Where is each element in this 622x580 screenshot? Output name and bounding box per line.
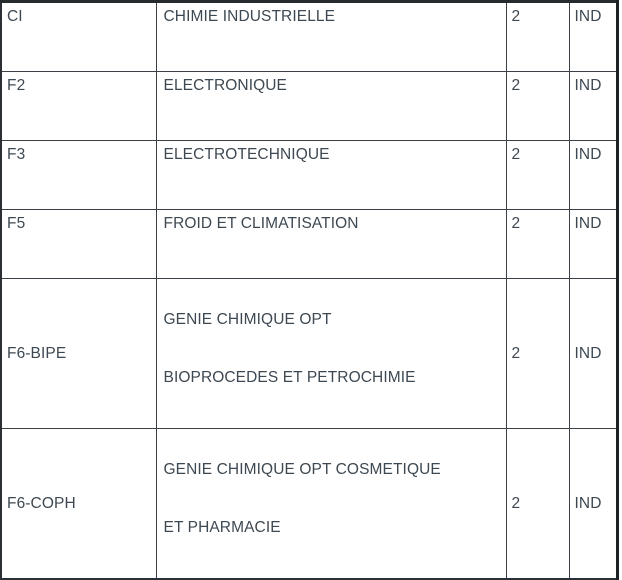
cell-department: IND [568, 140, 618, 210]
cell-label-line-2: ET PHARMACIE [163, 519, 281, 536]
cell-code: F2 [0, 71, 157, 141]
table-row: F3 ELECTROTECHNIQUE 2 IND [0, 140, 618, 210]
cell-department: IND [568, 1, 618, 72]
cell-code: CI [0, 1, 157, 72]
cell-code: F5 [0, 209, 157, 279]
table-row: F6-BIPE GENIE CHIMIQUE OPT BIOPROCEDES E… [0, 278, 618, 429]
cell-level: 2 [505, 1, 570, 72]
cell-department: IND [568, 428, 618, 580]
cell-department: IND [568, 278, 618, 429]
cell-level: 2 [505, 428, 570, 580]
cell-code: F3 [0, 140, 157, 210]
cell-code: F6-BIPE [0, 278, 157, 429]
table-row: CI CHIMIE INDUSTRIELLE 2 IND [0, 1, 618, 72]
cell-label-line-1: GENIE CHIMIQUE OPT COSMETIQUE [163, 461, 441, 478]
cell-label: GENIE CHIMIQUE OPT BIOPROCEDES ET PETROC… [155, 278, 507, 429]
cell-department: IND [568, 71, 618, 141]
cell-label-line-1: GENIE CHIMIQUE OPT [163, 311, 332, 328]
cell-label: ELECTRONIQUE [155, 71, 507, 141]
cell-label-line-2: BIOPROCEDES ET PETROCHIMIE [163, 369, 416, 386]
cell-level: 2 [505, 278, 570, 429]
cell-level: 2 [505, 140, 570, 210]
cell-label: FROID ET CLIMATISATION [155, 209, 507, 279]
table-row: F5 FROID ET CLIMATISATION 2 IND [0, 209, 618, 279]
cell-label: GENIE CHIMIQUE OPT COSMETIQUE ET PHARMAC… [155, 428, 507, 580]
cell-level: 2 [505, 209, 570, 279]
table-row: F2 ELECTRONIQUE 2 IND [0, 71, 618, 141]
cell-label: CHIMIE INDUSTRIELLE [155, 1, 507, 72]
cell-department: IND [568, 209, 618, 279]
table-row: F6-COPH GENIE CHIMIQUE OPT COSMETIQUE ET… [0, 428, 618, 580]
cell-code: F6-COPH [0, 428, 157, 580]
cell-level: 2 [505, 71, 570, 141]
cell-label: ELECTROTECHNIQUE [155, 140, 507, 210]
